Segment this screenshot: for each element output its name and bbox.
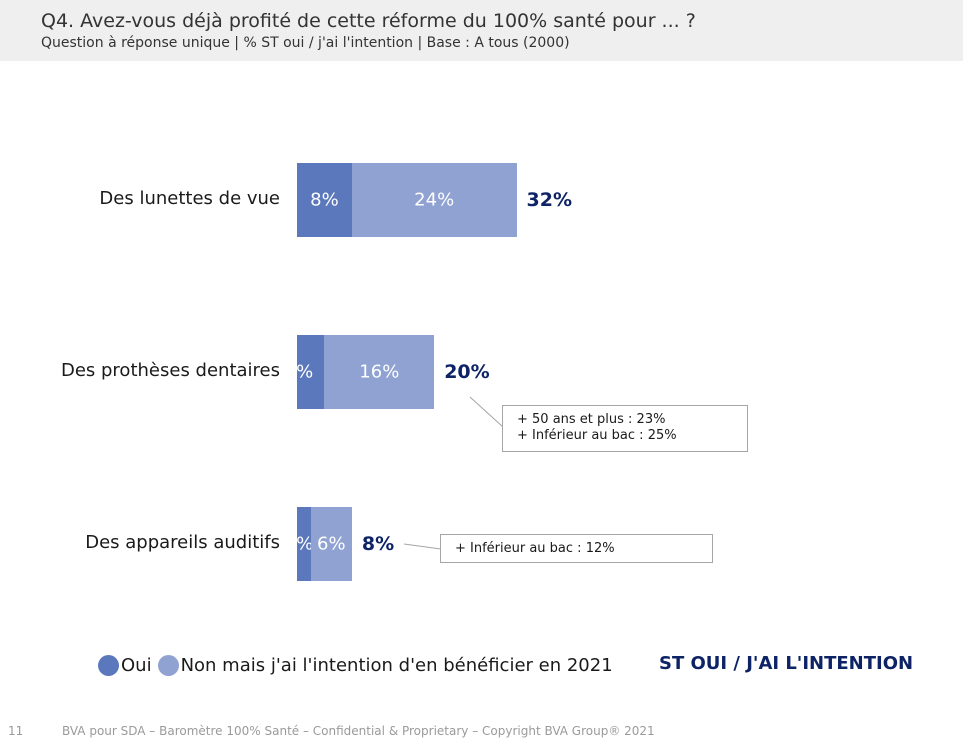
category-label: Des appareils auditifs: [85, 532, 280, 553]
bar-data-label: 2%: [284, 533, 314, 555]
bar-data-label: 4%: [284, 361, 314, 383]
bar-data-label: 24%: [414, 189, 455, 211]
callout-connector-line: [469, 396, 504, 428]
bar-data-label: 6%: [317, 533, 346, 555]
footer-text: BVA pour SDA – Baromètre 100% Santé – Co…: [62, 724, 655, 738]
total-data-label: 8%: [361, 533, 395, 555]
annotation-box: + Inférieur au bac : 12%: [440, 534, 713, 563]
bar-segment-intention: [351, 163, 517, 237]
page-subtitle: Question à réponse unique | % ST oui / j…: [41, 35, 570, 51]
total-series-label: ST OUI / J'AI L'INTENTION: [659, 653, 914, 674]
callout-connector-line: [403, 543, 442, 550]
page-number: 11: [8, 724, 24, 738]
bar-segment-oui: [297, 507, 311, 581]
category-label: Des lunettes de vue: [99, 188, 280, 209]
annotation-line: + Inférieur au bac : 12%: [455, 541, 615, 556]
total-data-label: 20%: [444, 361, 490, 383]
category-label: Des prothèses dentaires: [60, 360, 280, 381]
total-data-label: 32%: [526, 189, 572, 211]
bar-segment-intention: [324, 335, 435, 409]
legend-swatch-intention: [157, 654, 179, 676]
bar-data-label: 8%: [310, 189, 339, 211]
legend-label-intention: Non mais j'ai l'intention d'en bénéficie…: [180, 654, 613, 676]
annotation-box: + 50 ans et plus : 23% + Inférieur au ba…: [502, 405, 748, 452]
annotation-line: + 50 ans et plus : 23%: [517, 412, 666, 427]
header-band: [0, 0, 963, 61]
bar-data-label: 16%: [359, 361, 400, 383]
bar-segment-oui: [297, 335, 325, 409]
legend: Oui Non mais j'ai l'intention d'en bénéf…: [98, 652, 619, 678]
bar-segment-intention: [310, 507, 352, 581]
bar-segment-oui: [297, 163, 352, 237]
legend-swatch-oui: [98, 654, 119, 676]
page-title: Q4. Avez-vous déjà profité de cette réfo…: [41, 10, 696, 32]
annotation-line: + Inférieur au bac : 25%: [517, 428, 677, 443]
legend-label-oui: Oui: [121, 654, 152, 676]
